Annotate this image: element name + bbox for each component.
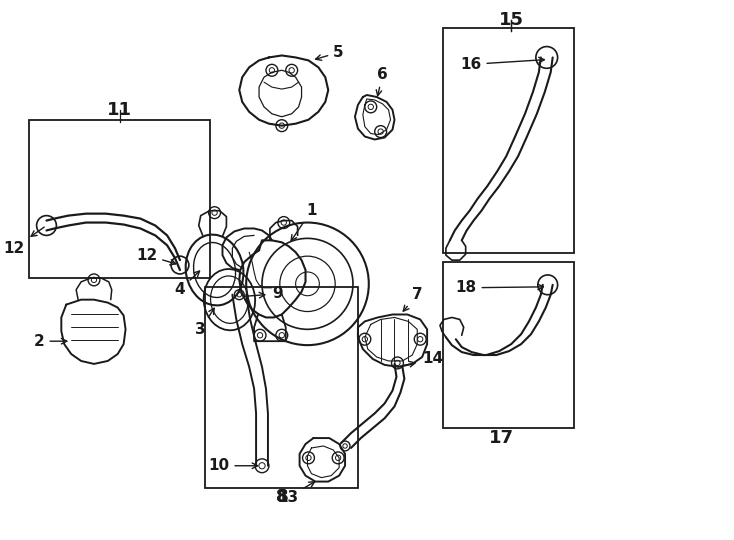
Text: 16: 16 [460, 57, 545, 72]
Text: 2: 2 [34, 334, 67, 349]
Text: 5: 5 [316, 45, 344, 60]
Bar [443, 28, 575, 253]
Text: 11: 11 [107, 101, 132, 119]
Text: 12: 12 [4, 227, 44, 256]
Text: 6: 6 [377, 67, 388, 96]
Bar [443, 262, 575, 428]
Bar [205, 287, 358, 488]
Text: 13: 13 [277, 482, 315, 505]
Text: 18: 18 [455, 280, 543, 295]
Text: 3: 3 [195, 308, 214, 337]
Text: 8: 8 [275, 488, 288, 507]
Text: 9: 9 [243, 286, 283, 301]
Text: 15: 15 [498, 11, 523, 29]
Text: 1: 1 [291, 203, 316, 241]
Text: 17: 17 [489, 429, 514, 447]
Text: 12: 12 [136, 248, 176, 265]
Text: 4: 4 [175, 271, 200, 298]
Bar [29, 120, 210, 278]
Text: 10: 10 [208, 458, 258, 473]
Text: 7: 7 [403, 287, 423, 311]
Text: 8: 8 [275, 488, 288, 507]
Text: 14: 14 [400, 352, 443, 367]
